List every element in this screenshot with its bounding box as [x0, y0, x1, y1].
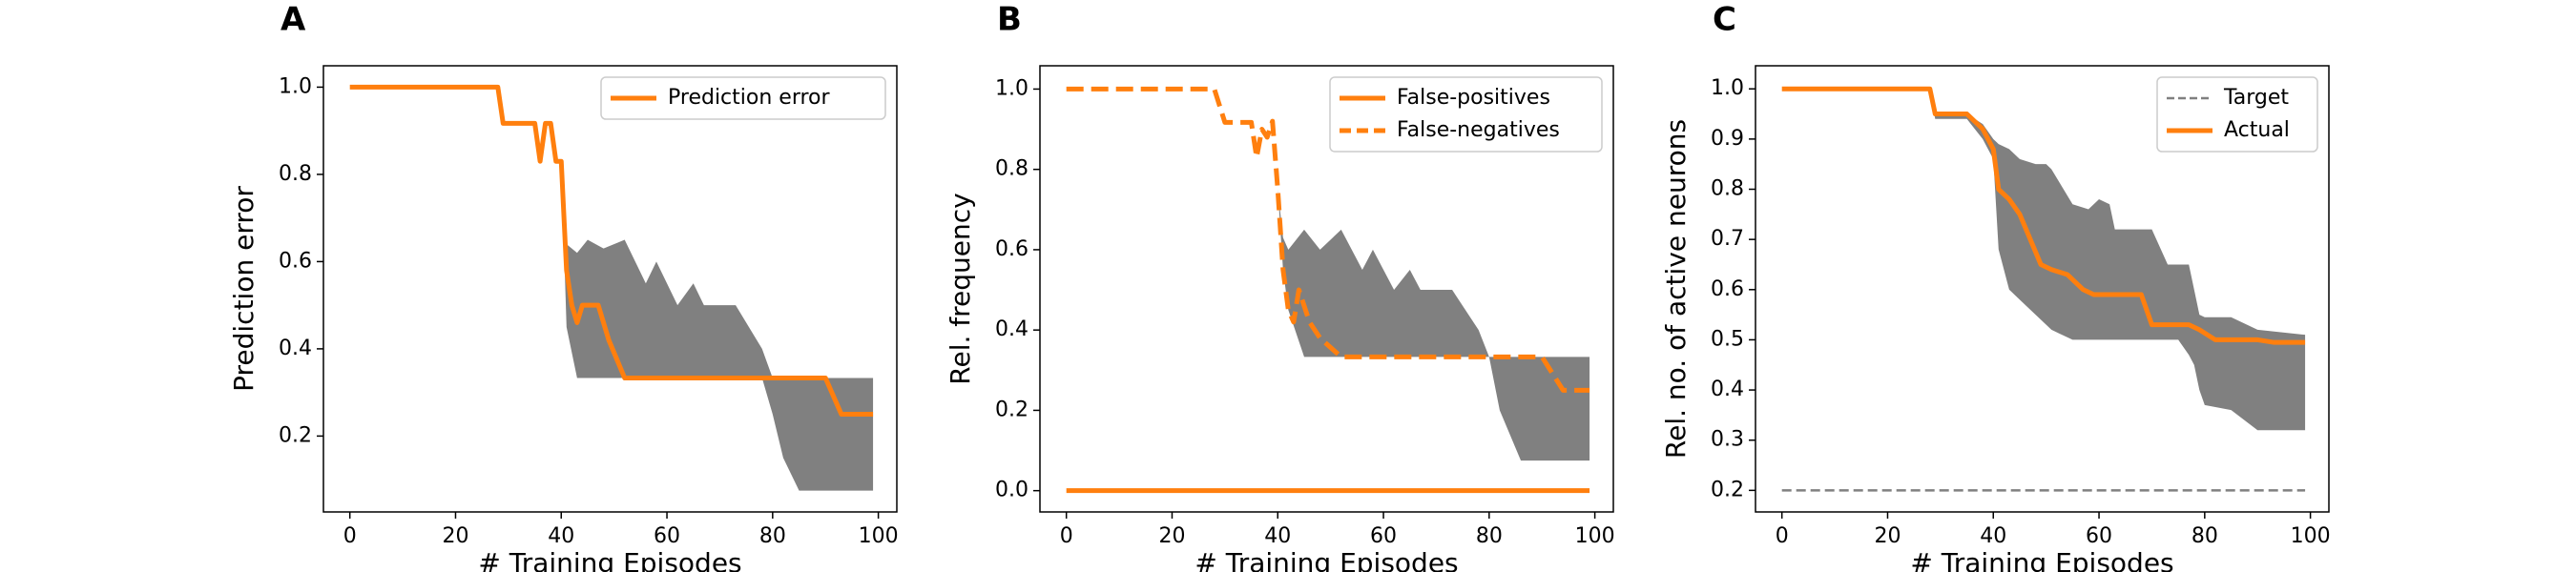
- y-tick-label: 0.7: [1711, 227, 1744, 251]
- legend-box: [1329, 76, 1603, 153]
- y-tick-label: 0.9: [1711, 127, 1744, 151]
- y-tick-label: 1.0: [995, 76, 1028, 100]
- y-tick-label: 1.0: [279, 74, 312, 98]
- x-axis-label: # Training Episodes: [1910, 547, 2173, 572]
- y-tick-label: 0.2: [995, 398, 1028, 421]
- y-axis-label: Rel. frequency: [945, 193, 976, 384]
- x-tick-label: 40: [548, 524, 574, 548]
- x-tick-label: 80: [1476, 524, 1503, 548]
- x-axis-label: # Training Episodes: [1195, 547, 1458, 572]
- y-tick-label: 0.8: [279, 162, 312, 186]
- series-line: [1781, 86, 2306, 345]
- y-tick-label: 0.6: [1711, 277, 1744, 301]
- panel-label: B: [997, 1, 1022, 39]
- x-tick-label: 40: [1980, 524, 2006, 548]
- x-tick-label: 60: [2086, 524, 2112, 548]
- y-tick-label: 0.3: [1711, 428, 1744, 452]
- y-tick-label: 0.8: [995, 157, 1028, 181]
- x-tick-label: 60: [1370, 524, 1397, 548]
- x-tick-label: 100: [1575, 524, 1615, 548]
- x-tick-label: 80: [2192, 524, 2218, 548]
- y-tick-label: 0.2: [1711, 478, 1744, 501]
- x-tick-label: 0: [1776, 524, 1789, 548]
- spread-band: [1066, 89, 1590, 461]
- panel: A 0 20 40 60 80 100 0.2 0.4 0.6 0.8 1.0 # Training E…: [228, 1, 899, 572]
- y-tick-label: 0.8: [1711, 177, 1744, 201]
- legend-label: Target: [2223, 86, 2289, 110]
- x-tick-label: 0: [343, 524, 357, 548]
- y-tick-label: 0.4: [279, 337, 312, 360]
- y-axis-label: Prediction error: [228, 186, 260, 392]
- panel: C 0 20 40 60 80 100 0.2 0.3 0.4 0.5 0.6 0.7 0.8 0.9 1.0…: [1660, 1, 2331, 572]
- axes-frame: [1039, 65, 1614, 513]
- x-tick-label: 0: [1060, 524, 1073, 548]
- y-axis-label: Rel. no. of active neurons: [1660, 119, 1692, 459]
- x-tick-label: 100: [2291, 524, 2331, 548]
- panel-label: A: [280, 1, 306, 39]
- spread-band: [1781, 89, 2306, 431]
- legend-label: False-negatives: [1397, 118, 1560, 142]
- y-tick-label: 0.6: [279, 249, 312, 273]
- y-tick-label: 0.0: [995, 479, 1028, 502]
- x-tick-label: 20: [1874, 524, 1901, 548]
- panel: B 0 20 40 60 80 100 0.0 0.2 0.4 0.6 0.8 1.0 # Trainin…: [945, 1, 1615, 572]
- y-tick-label: 0.2: [279, 423, 312, 447]
- legend-label: Actual: [2224, 118, 2290, 142]
- panel-label: C: [1713, 1, 1736, 39]
- legend-box: [600, 76, 886, 120]
- series-line: [1066, 86, 1590, 393]
- y-tick-label: 0.4: [1711, 378, 1744, 401]
- x-axis-label: # Training Episodes: [478, 547, 741, 572]
- x-tick-label: 60: [654, 524, 680, 548]
- y-tick-label: 0.6: [995, 237, 1028, 261]
- x-tick-label: 100: [859, 524, 899, 548]
- legend-label: False-positives: [1397, 86, 1550, 110]
- x-tick-label: 20: [442, 524, 468, 548]
- x-tick-label: 40: [1264, 524, 1291, 548]
- y-tick-label: 1.0: [1711, 76, 1744, 100]
- x-tick-label: 80: [759, 524, 786, 548]
- x-tick-label: 20: [1158, 524, 1185, 548]
- y-tick-label: 0.4: [995, 317, 1028, 341]
- y-tick-label: 0.5: [1711, 327, 1744, 351]
- series-line: [349, 84, 874, 418]
- axes-frame: [1755, 65, 2330, 513]
- spread-band: [349, 87, 874, 491]
- axes-frame: [322, 65, 898, 513]
- legend-label: Prediction error: [668, 86, 830, 110]
